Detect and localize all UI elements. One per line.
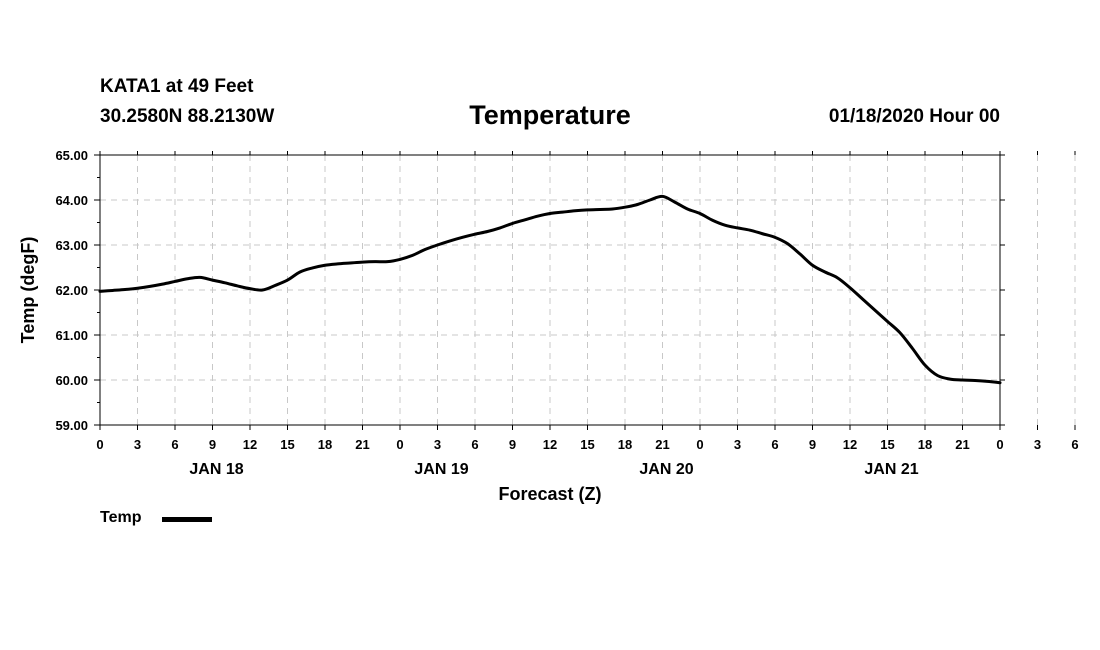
x-tick-label: 6 xyxy=(771,437,778,452)
x-tick-label: 18 xyxy=(918,437,932,452)
coordinates-label: 30.2580N 88.2130W xyxy=(100,106,275,127)
day-label: JAN 18 xyxy=(189,461,243,478)
legend-swatch xyxy=(162,517,212,522)
x-tick-label: 15 xyxy=(280,437,294,452)
y-tick-label: 62.00 xyxy=(55,283,88,298)
x-tick-label: 15 xyxy=(880,437,894,452)
x-tick-label: 0 xyxy=(996,437,1003,452)
x-tick-label: 9 xyxy=(509,437,516,452)
chart-title: Temperature xyxy=(469,100,631,130)
station-label: KATA1 at 49 Feet xyxy=(100,76,254,97)
x-tick-label: 9 xyxy=(809,437,816,452)
x-tick-label: 6 xyxy=(171,437,178,452)
x-tick-label: 18 xyxy=(318,437,332,452)
x-tick-label: 21 xyxy=(955,437,969,452)
y-tick-label: 60.00 xyxy=(55,373,88,388)
x-tick-label: 6 xyxy=(1071,437,1078,452)
x-tick-label: 9 xyxy=(209,437,216,452)
forecast-datetime: 01/18/2020 Hour 00 xyxy=(828,106,1000,127)
day-label: JAN 20 xyxy=(639,461,693,478)
x-tick-label: 0 xyxy=(396,437,403,452)
x-tick-label: 6 xyxy=(471,437,478,452)
x-tick-label: 18 xyxy=(618,437,632,452)
x-tick-label: 3 xyxy=(134,437,141,452)
x-tick-label: 15 xyxy=(580,437,594,452)
x-axis-title: Forecast (Z) xyxy=(498,484,601,504)
day-label: JAN 21 xyxy=(864,461,918,478)
day-label: JAN 19 xyxy=(414,461,468,478)
x-tick-label: 12 xyxy=(843,437,857,452)
y-tick-label: 64.00 xyxy=(55,193,88,208)
y-tick-label: 59.00 xyxy=(55,418,88,433)
y-tick-label: 65.00 xyxy=(55,148,88,163)
x-tick-label: 3 xyxy=(434,437,441,452)
x-tick-label: 21 xyxy=(655,437,669,452)
x-tick-label: 12 xyxy=(243,437,257,452)
x-tick-label: 21 xyxy=(355,437,369,452)
x-tick-label: 0 xyxy=(696,437,703,452)
legend-label: Temp xyxy=(100,509,142,526)
x-tick-label: 0 xyxy=(96,437,103,452)
x-tick-label: 3 xyxy=(734,437,741,452)
x-tick-label: 12 xyxy=(543,437,557,452)
y-tick-label: 61.00 xyxy=(55,328,88,343)
y-tick-label: 63.00 xyxy=(55,238,88,253)
x-tick-label: 3 xyxy=(1034,437,1041,452)
y-axis-title: Temp (degF) xyxy=(18,237,38,344)
temp-series-line xyxy=(98,194,1002,385)
